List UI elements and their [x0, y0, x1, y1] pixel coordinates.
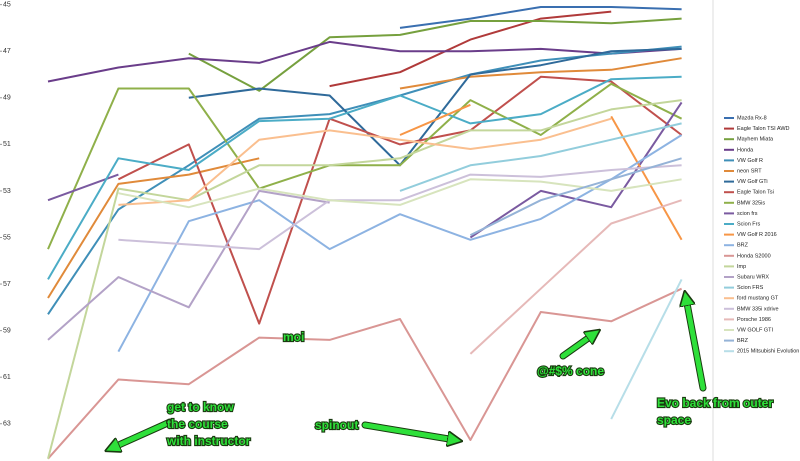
- annotation: with instructor: [166, 434, 251, 448]
- series-line: [47, 82, 683, 250]
- annotation: spinout: [315, 418, 358, 432]
- legend-label: Mayhem Miata: [737, 137, 774, 143]
- legend-label: VW Golf R: [737, 158, 763, 164]
- series-line: [399, 122, 682, 192]
- legend-label: VW Golf R 2016: [737, 232, 777, 238]
- annotation: @#$% cone: [537, 364, 604, 378]
- series-line: [118, 178, 682, 209]
- y-tick-label: 59: [3, 327, 11, 334]
- series-line: [47, 287, 683, 460]
- series-line: [117, 75, 683, 325]
- legend-label: Eagle Talon Tsi: [737, 190, 774, 196]
- legend-label: BMW 335i xdrive: [737, 306, 779, 312]
- annotation: the course: [167, 417, 228, 431]
- series-line: [47, 75, 682, 280]
- series-line: [47, 45, 682, 315]
- y-tick-label: 51: [3, 141, 11, 148]
- series-line: [469, 199, 682, 355]
- arrows: [112, 298, 707, 448]
- series-line: [188, 47, 682, 167]
- y-tick-label: 55: [3, 234, 11, 241]
- series-line: [47, 101, 683, 239]
- legend-label: Porsche 1986: [737, 317, 771, 323]
- arrow: [112, 419, 173, 448]
- legend-label: BRZ: [737, 243, 749, 249]
- y-tick-label: 53: [3, 188, 11, 195]
- annotation: moi: [283, 330, 304, 344]
- legend-label: Scion Frs: [737, 221, 760, 227]
- legend-label: Eagle Talon TSI AWD: [737, 126, 790, 132]
- legend-label: VW GOLF GTI: [737, 327, 774, 333]
- legend-label: neon SRT: [737, 168, 762, 174]
- legend-label: BMW 325is: [737, 200, 765, 206]
- y-tick-label: 47: [3, 48, 11, 55]
- y-tick-label: 49: [3, 95, 11, 102]
- legend-label: Honda S2000: [737, 253, 771, 259]
- series-line: [117, 134, 683, 353]
- annotation: get to know: [167, 400, 234, 414]
- legend-label: BRZ: [737, 338, 749, 344]
- y-tick-label: 63: [3, 421, 11, 428]
- legend-label: Mazda Rx-8: [737, 115, 767, 121]
- legend-label: VW Golf GTi: [737, 179, 768, 185]
- legend-label: scion frs: [737, 211, 758, 217]
- series-line: [47, 40, 682, 83]
- legend-label: 2015 Mitsubishi Evolution X: [737, 349, 800, 355]
- series-line: [469, 157, 682, 237]
- legend-label: Subaru WRX: [737, 274, 769, 280]
- series-line: [118, 164, 682, 251]
- series-line: [610, 278, 683, 420]
- series-line: [47, 189, 330, 341]
- series-line: [399, 6, 682, 29]
- legend: Mazda Rx-8 Eagle Talon TSI AWD Mayhem Miat…: [724, 115, 800, 355]
- annotation: Evo back from outer: [657, 396, 773, 410]
- series-line: [118, 117, 612, 206]
- y-tick-label: 45: [3, 2, 11, 9]
- series-line: [47, 57, 682, 299]
- legend-label: Scion FRS: [737, 285, 764, 291]
- series-lines: [47, 6, 683, 460]
- arrow: [686, 298, 706, 391]
- series-line: [329, 10, 612, 88]
- arrow: [560, 334, 594, 359]
- y-tick-label: 61: [3, 374, 11, 381]
- y-tick-label: 57: [3, 281, 11, 288]
- legend-label: Honda: [737, 147, 754, 153]
- legend-label: Imp: [737, 264, 746, 270]
- series-line: [188, 17, 682, 92]
- series-line: [47, 99, 682, 459]
- annotation: space: [657, 413, 691, 427]
- arrow: [362, 422, 455, 440]
- annotations: moi @#$% cone get to know the course with in…: [165, 329, 775, 449]
- legend-label: ford mustang GT: [737, 296, 779, 302]
